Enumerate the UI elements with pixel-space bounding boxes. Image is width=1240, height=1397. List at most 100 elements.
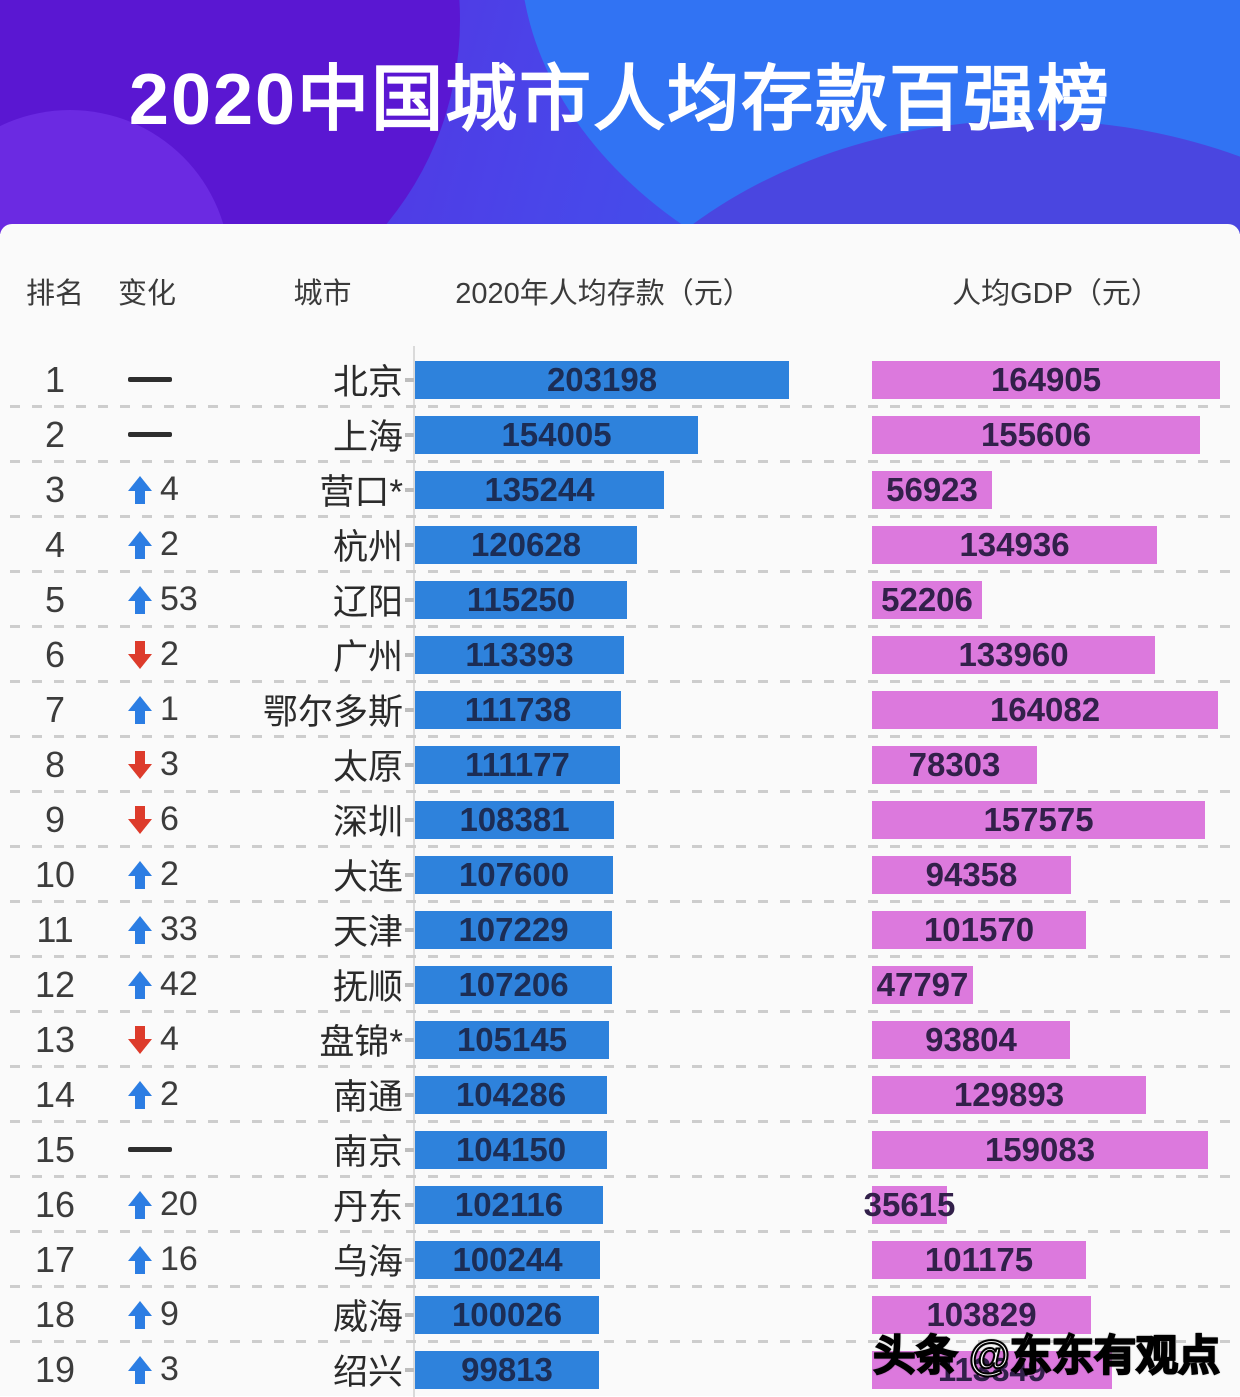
rank-change: 3: [110, 1350, 230, 1389]
rank-value: 13: [34, 1018, 76, 1060]
gdp-bar-cell: 94358: [872, 855, 1240, 894]
city-label: 乌海: [332, 1243, 403, 1282]
deposit-bar-cell: 120628: [415, 525, 872, 564]
gdp-bar-cell: 159083: [872, 1130, 1240, 1169]
gdp-bar: 35615: [864, 1185, 955, 1224]
rank-up-icon: [128, 860, 152, 889]
column-header-city: 城市: [293, 278, 352, 310]
deposit-bar-cell: 111738: [415, 690, 872, 729]
gdp-value: 113849: [937, 1350, 1047, 1388]
change-value: 2: [160, 635, 179, 673]
tick-mark: [403, 1202, 415, 1207]
rank-up-icon: [128, 970, 152, 999]
city-label: 上海: [332, 418, 403, 457]
column-header-deposit: 2020年人均存款（元）: [455, 278, 752, 310]
gdp-bar-cell: 164905: [872, 360, 1240, 399]
deposit-bar-cell: 113393: [415, 635, 872, 674]
rank-up-icon: [128, 1355, 152, 1384]
deposit-bar: 104150: [415, 1130, 607, 1169]
tick-mark: [403, 597, 415, 602]
deposit-value: 154005: [501, 415, 612, 453]
tick-mark: [403, 1367, 415, 1372]
rank-change: 9: [110, 1295, 230, 1334]
rank-value: 14: [34, 1073, 76, 1115]
rank-change: 53: [110, 580, 230, 619]
rank-up-icon: [128, 1300, 152, 1329]
gdp-value: 94358: [925, 855, 1018, 893]
table-row: 8 3 太原 111177 78303: [0, 737, 1240, 793]
city-label: 营口*: [319, 473, 403, 512]
rank-change: 2: [110, 1075, 230, 1114]
rank-up-icon: [128, 915, 152, 944]
deposit-bar: 100244: [415, 1240, 600, 1279]
gdp-bar-cell: 164082: [872, 690, 1240, 729]
deposit-bar: 107229: [415, 910, 612, 949]
deposit-bar-cell: 154005: [415, 415, 872, 454]
table-row: 4 2 杭州 120628 134936: [0, 517, 1240, 573]
rank-change: 3: [110, 745, 230, 784]
table-row: 1 北京 203198 164905: [0, 352, 1240, 408]
deposit-bar: 107600: [415, 855, 613, 894]
deposit-value: 111177: [465, 745, 570, 783]
deposit-bar-cell: 105145: [415, 1020, 872, 1059]
gdp-value: 103829: [926, 1295, 1037, 1333]
deposit-value: 107600: [458, 855, 570, 893]
chart-panel: 排名 变化 城市 2020年人均存款（元） 人均GDP（元） 1 北京 2031…: [0, 224, 1240, 1397]
header-banner: 2020中国城市人均存款百强榜: [0, 0, 1240, 234]
tick-mark: [403, 1312, 415, 1317]
gdp-bar-cell: 52206: [872, 580, 1240, 619]
tick-mark: [403, 1257, 415, 1262]
gdp-bar: 157575: [872, 800, 1205, 839]
rank-value: 9: [44, 798, 66, 840]
table-row: 3 4 营口* 135244 56923: [0, 462, 1240, 518]
deposit-bar-cell: 203198: [415, 360, 872, 399]
table-row: 19 3 绍兴 99813 113849: [0, 1342, 1240, 1397]
city-label: 丹东: [332, 1188, 403, 1227]
deposit-value: 107206: [458, 965, 569, 1003]
gdp-bar-cell: 35615: [864, 1185, 1240, 1224]
deposit-bar-cell: 102116: [415, 1185, 872, 1224]
tick-mark: [403, 652, 415, 657]
rank-value: 1: [44, 358, 66, 400]
table-row: 14 2 南通 104286 129893: [0, 1067, 1240, 1123]
rank-value: 18: [34, 1293, 76, 1335]
city-label: 盘锦*: [319, 1023, 403, 1062]
rank-change: 1: [110, 690, 230, 729]
rank-change: [110, 432, 230, 437]
no-change-dash: [128, 1147, 172, 1152]
deposit-bar: 113393: [415, 635, 624, 674]
rank-up-icon: [128, 530, 152, 559]
rank-change: 16: [110, 1240, 230, 1279]
gdp-bar: 78303: [872, 745, 1037, 784]
gdp-value: 101175: [924, 1240, 1034, 1278]
rank-change: 2: [110, 525, 230, 564]
gdp-value: 56923: [886, 470, 978, 508]
tick-mark: [403, 982, 415, 987]
column-header-gdp: 人均GDP（元）: [952, 278, 1160, 310]
change-value: 4: [160, 1020, 179, 1058]
deposit-bar: 135244: [415, 470, 664, 509]
gdp-bar-cell: 134936: [872, 525, 1240, 564]
gdp-bar: 47797: [872, 965, 973, 1004]
rank-value: 4: [44, 523, 66, 565]
gdp-bar: 164082: [872, 690, 1218, 729]
gdp-bar-cell: 133960: [872, 635, 1240, 674]
table-row: 11 33 天津 107229 101570: [0, 902, 1240, 958]
city-label: 南京: [332, 1133, 403, 1172]
table-row: 13 4 盘锦* 105145 93804: [0, 1012, 1240, 1068]
table-row: 10 2 大连 107600 94358: [0, 847, 1240, 903]
rank-value: 10: [34, 853, 76, 895]
gdp-value: 129893: [953, 1075, 1065, 1113]
deposit-bar: 111738: [415, 690, 621, 729]
deposit-bar-cell: 107229: [415, 910, 872, 949]
rank-value: 19: [34, 1348, 76, 1390]
city-label: 杭州: [332, 528, 403, 567]
gdp-value: 78303: [908, 745, 1001, 783]
change-value: 2: [160, 525, 179, 563]
gdp-bar-cell: 93804: [872, 1020, 1240, 1059]
rank-value: 11: [36, 908, 74, 950]
table-row: 9 6 深圳 108381 157575: [0, 792, 1240, 848]
table-row: 2 上海 154005 155606: [0, 407, 1240, 463]
table-row: 18 9 威海 100026 103829: [0, 1287, 1240, 1343]
deposit-bar: 203198: [415, 360, 789, 399]
